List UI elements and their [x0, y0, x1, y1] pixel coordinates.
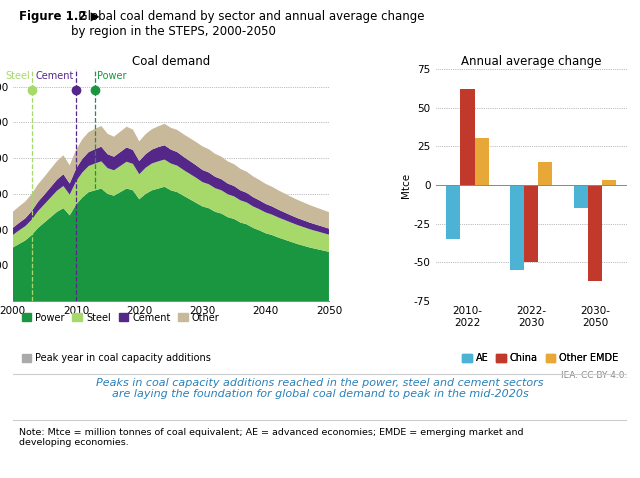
Bar [447, 185, 461, 239]
Y-axis label: Mtce: Mtce [401, 173, 411, 197]
Title: Coal demand: Coal demand [132, 54, 210, 67]
Bar [538, 162, 552, 185]
Text: Peaks in coal capacity additions reached in the power, steel and cement sectors
: Peaks in coal capacity additions reached… [96, 378, 544, 399]
Bar [574, 185, 588, 208]
Bar [524, 185, 538, 262]
Text: IEA. CC BY 4.0.: IEA. CC BY 4.0. [561, 371, 627, 380]
Bar [602, 180, 616, 185]
Bar [474, 139, 488, 185]
Bar [510, 185, 524, 270]
Text: Power: Power [97, 71, 126, 81]
Title: Annual average change: Annual average change [461, 54, 602, 67]
Text: Cement: Cement [36, 71, 74, 81]
Bar [588, 185, 602, 281]
Bar [461, 89, 474, 185]
Text: Global coal demand by sector and annual average change
by region in the STEPS, 2: Global coal demand by sector and annual … [71, 10, 425, 38]
Text: Note: Mtce = million tonnes of coal equivalent; AE = advanced economies; EMDE = : Note: Mtce = million tonnes of coal equi… [19, 428, 524, 447]
Text: Figure 1.2 ▶: Figure 1.2 ▶ [19, 10, 100, 22]
Legend: AE, China, Other EMDE: AE, China, Other EMDE [458, 349, 622, 367]
Text: Steel: Steel [5, 71, 30, 81]
